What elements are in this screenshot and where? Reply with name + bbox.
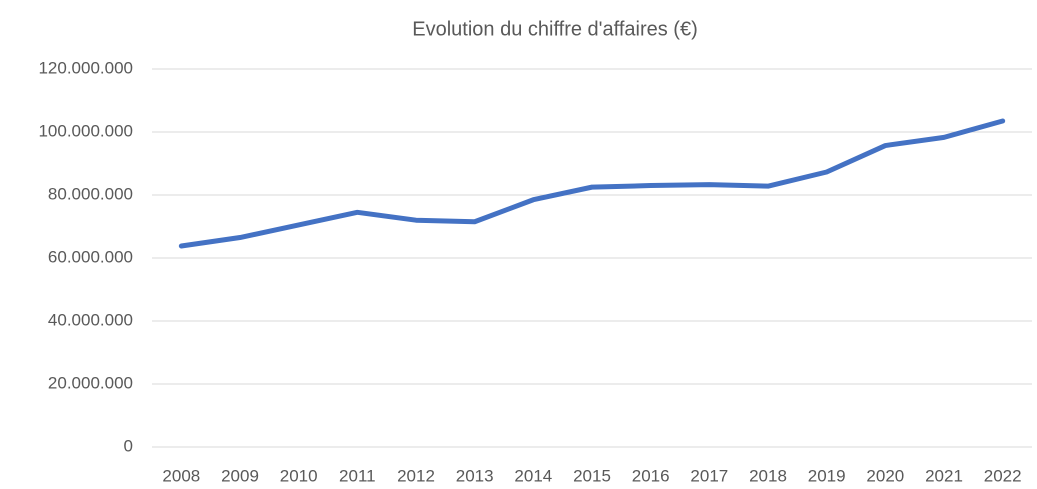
x-tick-label: 2019 [808, 466, 846, 485]
x-tick-label: 2016 [632, 466, 670, 485]
y-tick-label: 20.000.000 [48, 373, 133, 392]
line-series [178, 118, 1006, 249]
x-tick-label: 2018 [749, 466, 787, 485]
x-tick-label: 2021 [925, 466, 963, 485]
x-tick-label: 2022 [984, 466, 1022, 485]
x-tick-label: 2013 [456, 466, 494, 485]
y-tick-label: 80.000.000 [48, 184, 133, 203]
y-tick-label: 120.000.000 [38, 58, 133, 77]
chart-title: Evolution du chiffre d'affaires (€) [412, 18, 697, 40]
x-tick-label: 2014 [514, 466, 552, 485]
x-tick-label: 2015 [573, 466, 611, 485]
y-tick-label: 60.000.000 [48, 247, 133, 266]
x-tick-label: 2008 [162, 466, 200, 485]
x-tick-label: 2010 [280, 466, 318, 485]
y-tick-label: 100.000.000 [38, 121, 133, 140]
x-tick-label: 2011 [339, 466, 376, 485]
x-tick-label: 2009 [221, 466, 259, 485]
y-tick-label: 40.000.000 [48, 310, 133, 329]
x-tick-label: 2012 [397, 466, 435, 485]
x-tick-label: 2020 [866, 466, 904, 485]
y-tick-label: 0 [124, 436, 133, 455]
x-tick-label: 2017 [690, 466, 728, 485]
